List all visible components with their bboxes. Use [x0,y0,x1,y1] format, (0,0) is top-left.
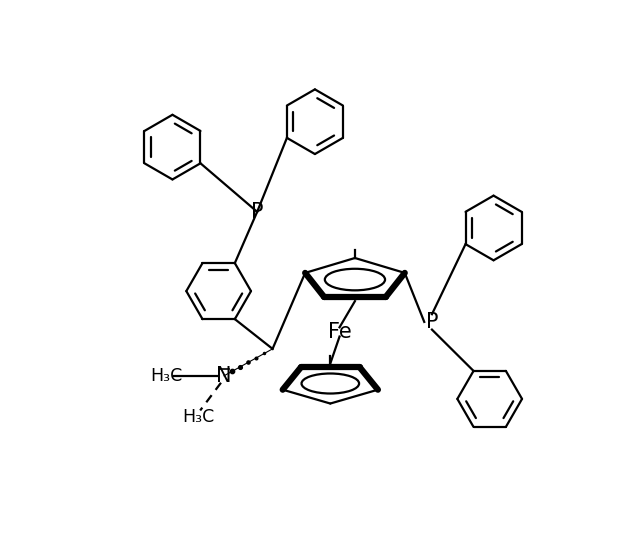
Text: H₃C: H₃C [150,367,182,385]
Text: P: P [426,312,438,332]
Text: P: P [251,202,264,222]
Text: H₃C: H₃C [182,408,215,426]
Text: N: N [216,366,232,386]
Text: Fe: Fe [328,322,351,342]
